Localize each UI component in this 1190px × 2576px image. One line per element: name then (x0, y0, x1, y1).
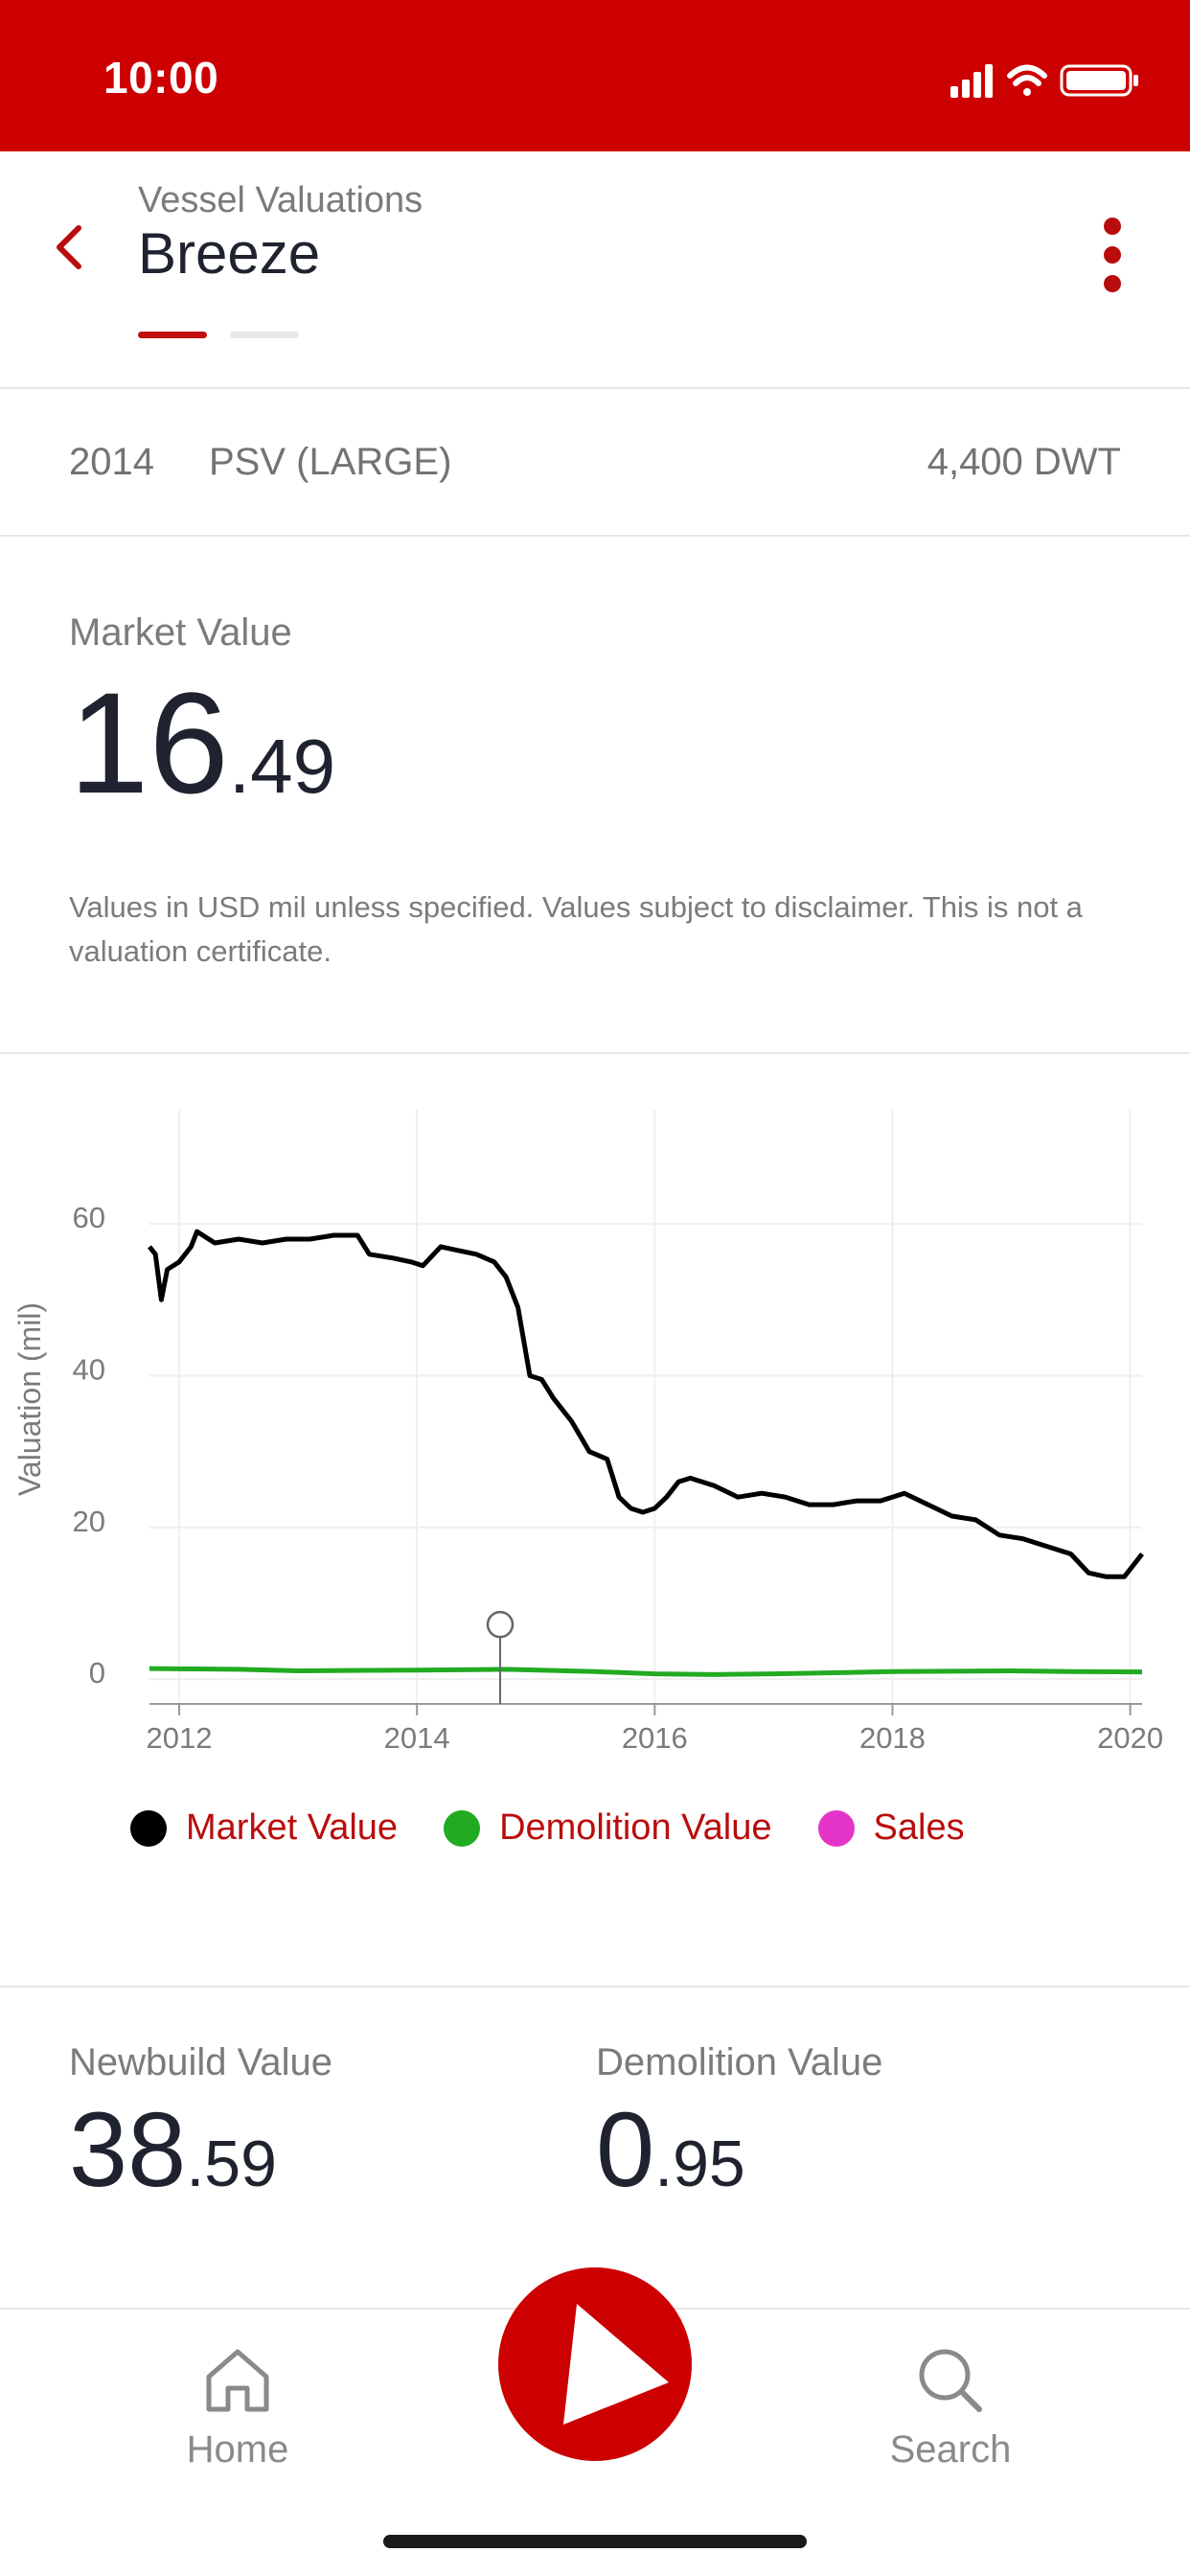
legend-label-sales: Sales (873, 1807, 965, 1848)
market-value-label: Market Value (69, 611, 292, 654)
x-tick-label: 2016 (622, 1721, 688, 1755)
vessel-type: PSV (LARGE) (209, 441, 452, 483)
sales-point[interactable] (486, 1610, 515, 1639)
valuation-chart[interactable]: 60 40 20 0 2012 2014 2016 2018 2020 Valuation (… (0, 1054, 1190, 1802)
newbuild-value-label: Newbuild Value (69, 2041, 332, 2083)
legend-label-market-value: Market Value (186, 1807, 399, 1848)
y-tick-label: 0 (89, 1656, 105, 1690)
legend-demolition-value[interactable]: Demolition Value (444, 1807, 772, 1849)
legend-market-value[interactable]: Market Value (130, 1807, 398, 1849)
legend-dot-sales (817, 1809, 855, 1847)
demolition-value-integer: 0 (596, 2091, 655, 2209)
vessel-meta-row: 2014 PSV (LARGE) 4,400 DWT (0, 389, 1190, 537)
market-value-integer: 16 (69, 662, 229, 823)
home-icon (206, 2349, 269, 2412)
market-value-section: Market Value 16.49 Values in USD mil unl… (0, 537, 1190, 1054)
y-tick-label: 40 (73, 1353, 105, 1387)
home-indicator (383, 2535, 807, 2548)
vessel-year: 2014 (69, 441, 154, 483)
status-icons (950, 64, 1138, 98)
demolition-value-series-line (149, 1666, 1143, 1677)
page-title: Breeze (138, 221, 321, 286)
demolition-value-block: Demolition Value 0.95 (596, 2041, 882, 2203)
secondary-values-section: Newbuild Value 38.59 Demolition Value 0.… (0, 1988, 1190, 2308)
newbuild-value-amount: 38.59 (69, 2098, 332, 2203)
market-value-amount: 16.49 (69, 671, 335, 815)
newbuild-value-integer: 38 (69, 2091, 187, 2209)
tab-home-label: Home (186, 2428, 289, 2471)
status-time: 10:00 (103, 53, 219, 103)
signal-icon (950, 64, 993, 98)
page-indicator-active[interactable] (138, 332, 207, 338)
legend-dot-market-value (130, 1809, 167, 1847)
app-header: Vessel Valuations Breeze (0, 151, 1190, 389)
page-indicator-inactive[interactable] (230, 332, 299, 338)
bottom-tab-bar: Home Search (0, 2267, 1190, 2576)
triangle-logo-icon (563, 2304, 669, 2425)
legend-sales[interactable]: Sales (817, 1807, 965, 1849)
demolition-value-decimal: .95 (654, 2128, 745, 2200)
wifi-icon (1007, 64, 1047, 96)
more-options-icon[interactable] (1098, 215, 1127, 295)
x-tick-label: 2014 (384, 1721, 450, 1755)
y-tick-label: 60 (73, 1201, 105, 1234)
header-subtitle: Vessel Valuations (138, 180, 423, 220)
vessel-dwt: 4,400 DWT (927, 441, 1121, 483)
disclaimer-text: Values in USD mil unless specified. Valu… (69, 890, 1083, 968)
legend-dot-demolition-value (444, 1809, 481, 1847)
tab-home[interactable]: Home (142, 2342, 333, 2472)
newbuild-value-decimal: .59 (186, 2128, 277, 2200)
page-indicator[interactable] (138, 332, 299, 338)
back-chevron-icon[interactable] (50, 220, 88, 274)
x-tick-label: 2018 (859, 1721, 926, 1755)
tab-search[interactable]: Search (855, 2342, 1046, 2472)
legend-label-demolition-value: Demolition Value (499, 1807, 772, 1848)
tab-search-label: Search (889, 2428, 1012, 2471)
valuation-chart-section: 60 40 20 0 2012 2014 2016 2018 2020 Valuation (… (0, 1054, 1190, 1988)
demolition-value-label: Demolition Value (596, 2041, 883, 2083)
chart-legend: Market Value Demolition Value Sales (130, 1807, 1011, 1849)
search-icon (919, 2349, 982, 2412)
x-tick-label: 2012 (147, 1721, 213, 1755)
logo-action-button[interactable] (498, 2267, 692, 2461)
status-bar: 10:00 (0, 0, 1190, 151)
newbuild-value-block: Newbuild Value 38.59 (69, 2041, 332, 2203)
market-value-decimal: .49 (228, 724, 336, 809)
demolition-value-amount: 0.95 (596, 2098, 882, 2203)
y-tick-label: 20 (73, 1505, 105, 1538)
market-value-series-line (148, 1229, 1144, 1579)
y-axis-label: Valuation (mil) (12, 1302, 47, 1496)
x-tick-label: 2020 (1097, 1721, 1163, 1755)
battery-icon (1060, 64, 1138, 97)
